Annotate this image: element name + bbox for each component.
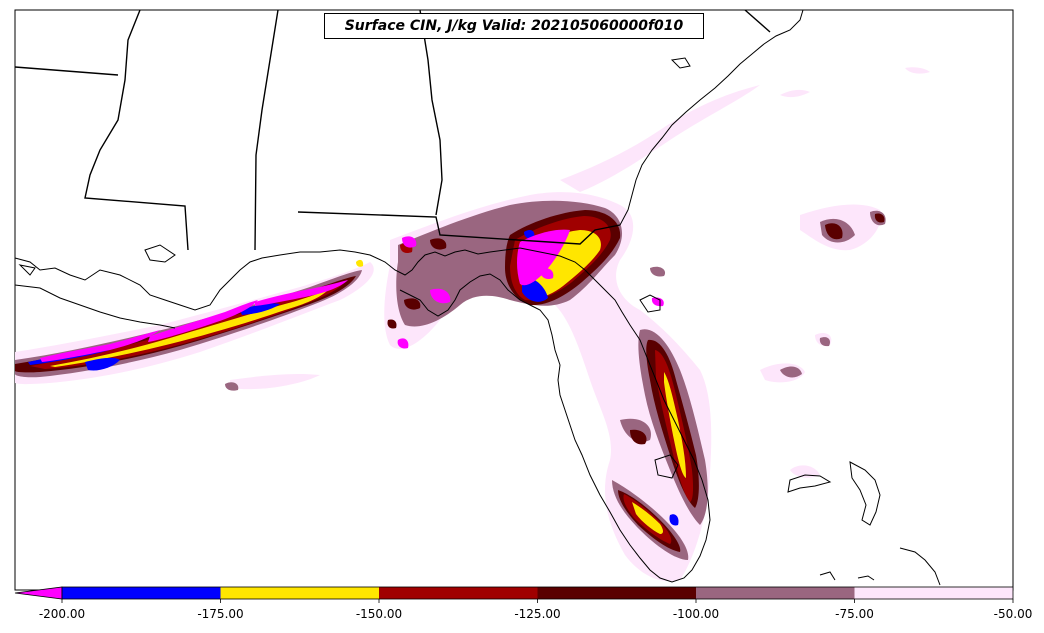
colorbar-tick-label: -175.00 bbox=[197, 607, 244, 621]
colorbar-bin-2 bbox=[379, 587, 538, 599]
map-title: Surface CIN, J/kg Valid: 202105060000f01… bbox=[324, 13, 704, 39]
colorbar bbox=[14, 586, 1014, 603]
cin-shading-magenta bbox=[40, 229, 664, 362]
colorbar-bins bbox=[61, 586, 1014, 600]
colorbar-tick-label: -50.00 bbox=[993, 607, 1033, 621]
colorbar-tick-label: -75.00 bbox=[835, 607, 874, 621]
colorbar-bin-3 bbox=[537, 587, 696, 599]
colorbar-tick-label: -200.00 bbox=[38, 607, 86, 621]
colorbar-tick-label: -125.00 bbox=[514, 607, 561, 621]
colorbar-bin-0 bbox=[62, 587, 221, 599]
state-borders bbox=[14, 9, 771, 251]
colorbar-bin-1 bbox=[220, 587, 379, 599]
colorbar-bin-5 bbox=[854, 587, 1013, 599]
colorbar-tick-label: -100.00 bbox=[672, 607, 720, 621]
colorbar-tick-label: -150.00 bbox=[355, 607, 403, 621]
colorbar-bin-4 bbox=[696, 587, 855, 599]
colorbar-ticks bbox=[61, 599, 1014, 603]
coastline bbox=[14, 9, 941, 586]
